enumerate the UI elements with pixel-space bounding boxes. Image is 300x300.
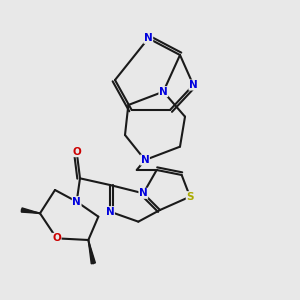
Text: N: N bbox=[106, 207, 114, 217]
Polygon shape bbox=[21, 208, 40, 213]
Text: N: N bbox=[139, 188, 148, 198]
Text: N: N bbox=[159, 87, 168, 97]
Text: S: S bbox=[186, 192, 194, 202]
Text: O: O bbox=[52, 233, 61, 243]
Polygon shape bbox=[88, 240, 95, 264]
Text: N: N bbox=[144, 33, 153, 43]
Text: N: N bbox=[189, 80, 198, 90]
Text: O: O bbox=[72, 147, 81, 157]
Text: N: N bbox=[72, 197, 81, 207]
Text: N: N bbox=[141, 155, 149, 165]
